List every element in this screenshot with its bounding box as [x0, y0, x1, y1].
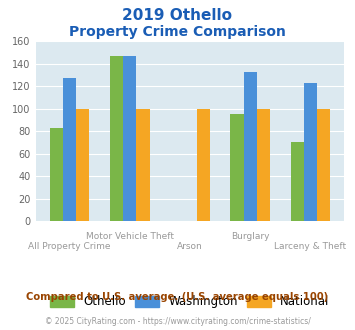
Bar	[50, 128, 63, 221]
Bar	[123, 56, 136, 221]
Bar	[244, 72, 257, 221]
Bar	[63, 78, 76, 221]
Text: 2019 Othello: 2019 Othello	[122, 8, 233, 23]
Bar	[304, 83, 317, 221]
Bar	[257, 109, 270, 221]
Bar	[110, 56, 123, 221]
Bar	[136, 109, 149, 221]
Text: Larceny & Theft: Larceny & Theft	[274, 243, 346, 251]
Bar	[230, 114, 244, 221]
Bar	[76, 109, 89, 221]
Text: Compared to U.S. average. (U.S. average equals 100): Compared to U.S. average. (U.S. average …	[26, 292, 329, 302]
Text: Burglary: Burglary	[231, 232, 269, 241]
Text: Motor Vehicle Theft: Motor Vehicle Theft	[86, 232, 174, 241]
Text: Arson: Arson	[177, 243, 203, 251]
Text: © 2025 CityRating.com - https://www.cityrating.com/crime-statistics/: © 2025 CityRating.com - https://www.city…	[45, 317, 310, 326]
Bar	[317, 109, 330, 221]
Legend: Othello, Washington, National: Othello, Washington, National	[50, 295, 330, 308]
Text: Property Crime Comparison: Property Crime Comparison	[69, 25, 286, 39]
Text: All Property Crime: All Property Crime	[28, 243, 111, 251]
Bar	[290, 143, 304, 221]
Bar	[197, 109, 210, 221]
